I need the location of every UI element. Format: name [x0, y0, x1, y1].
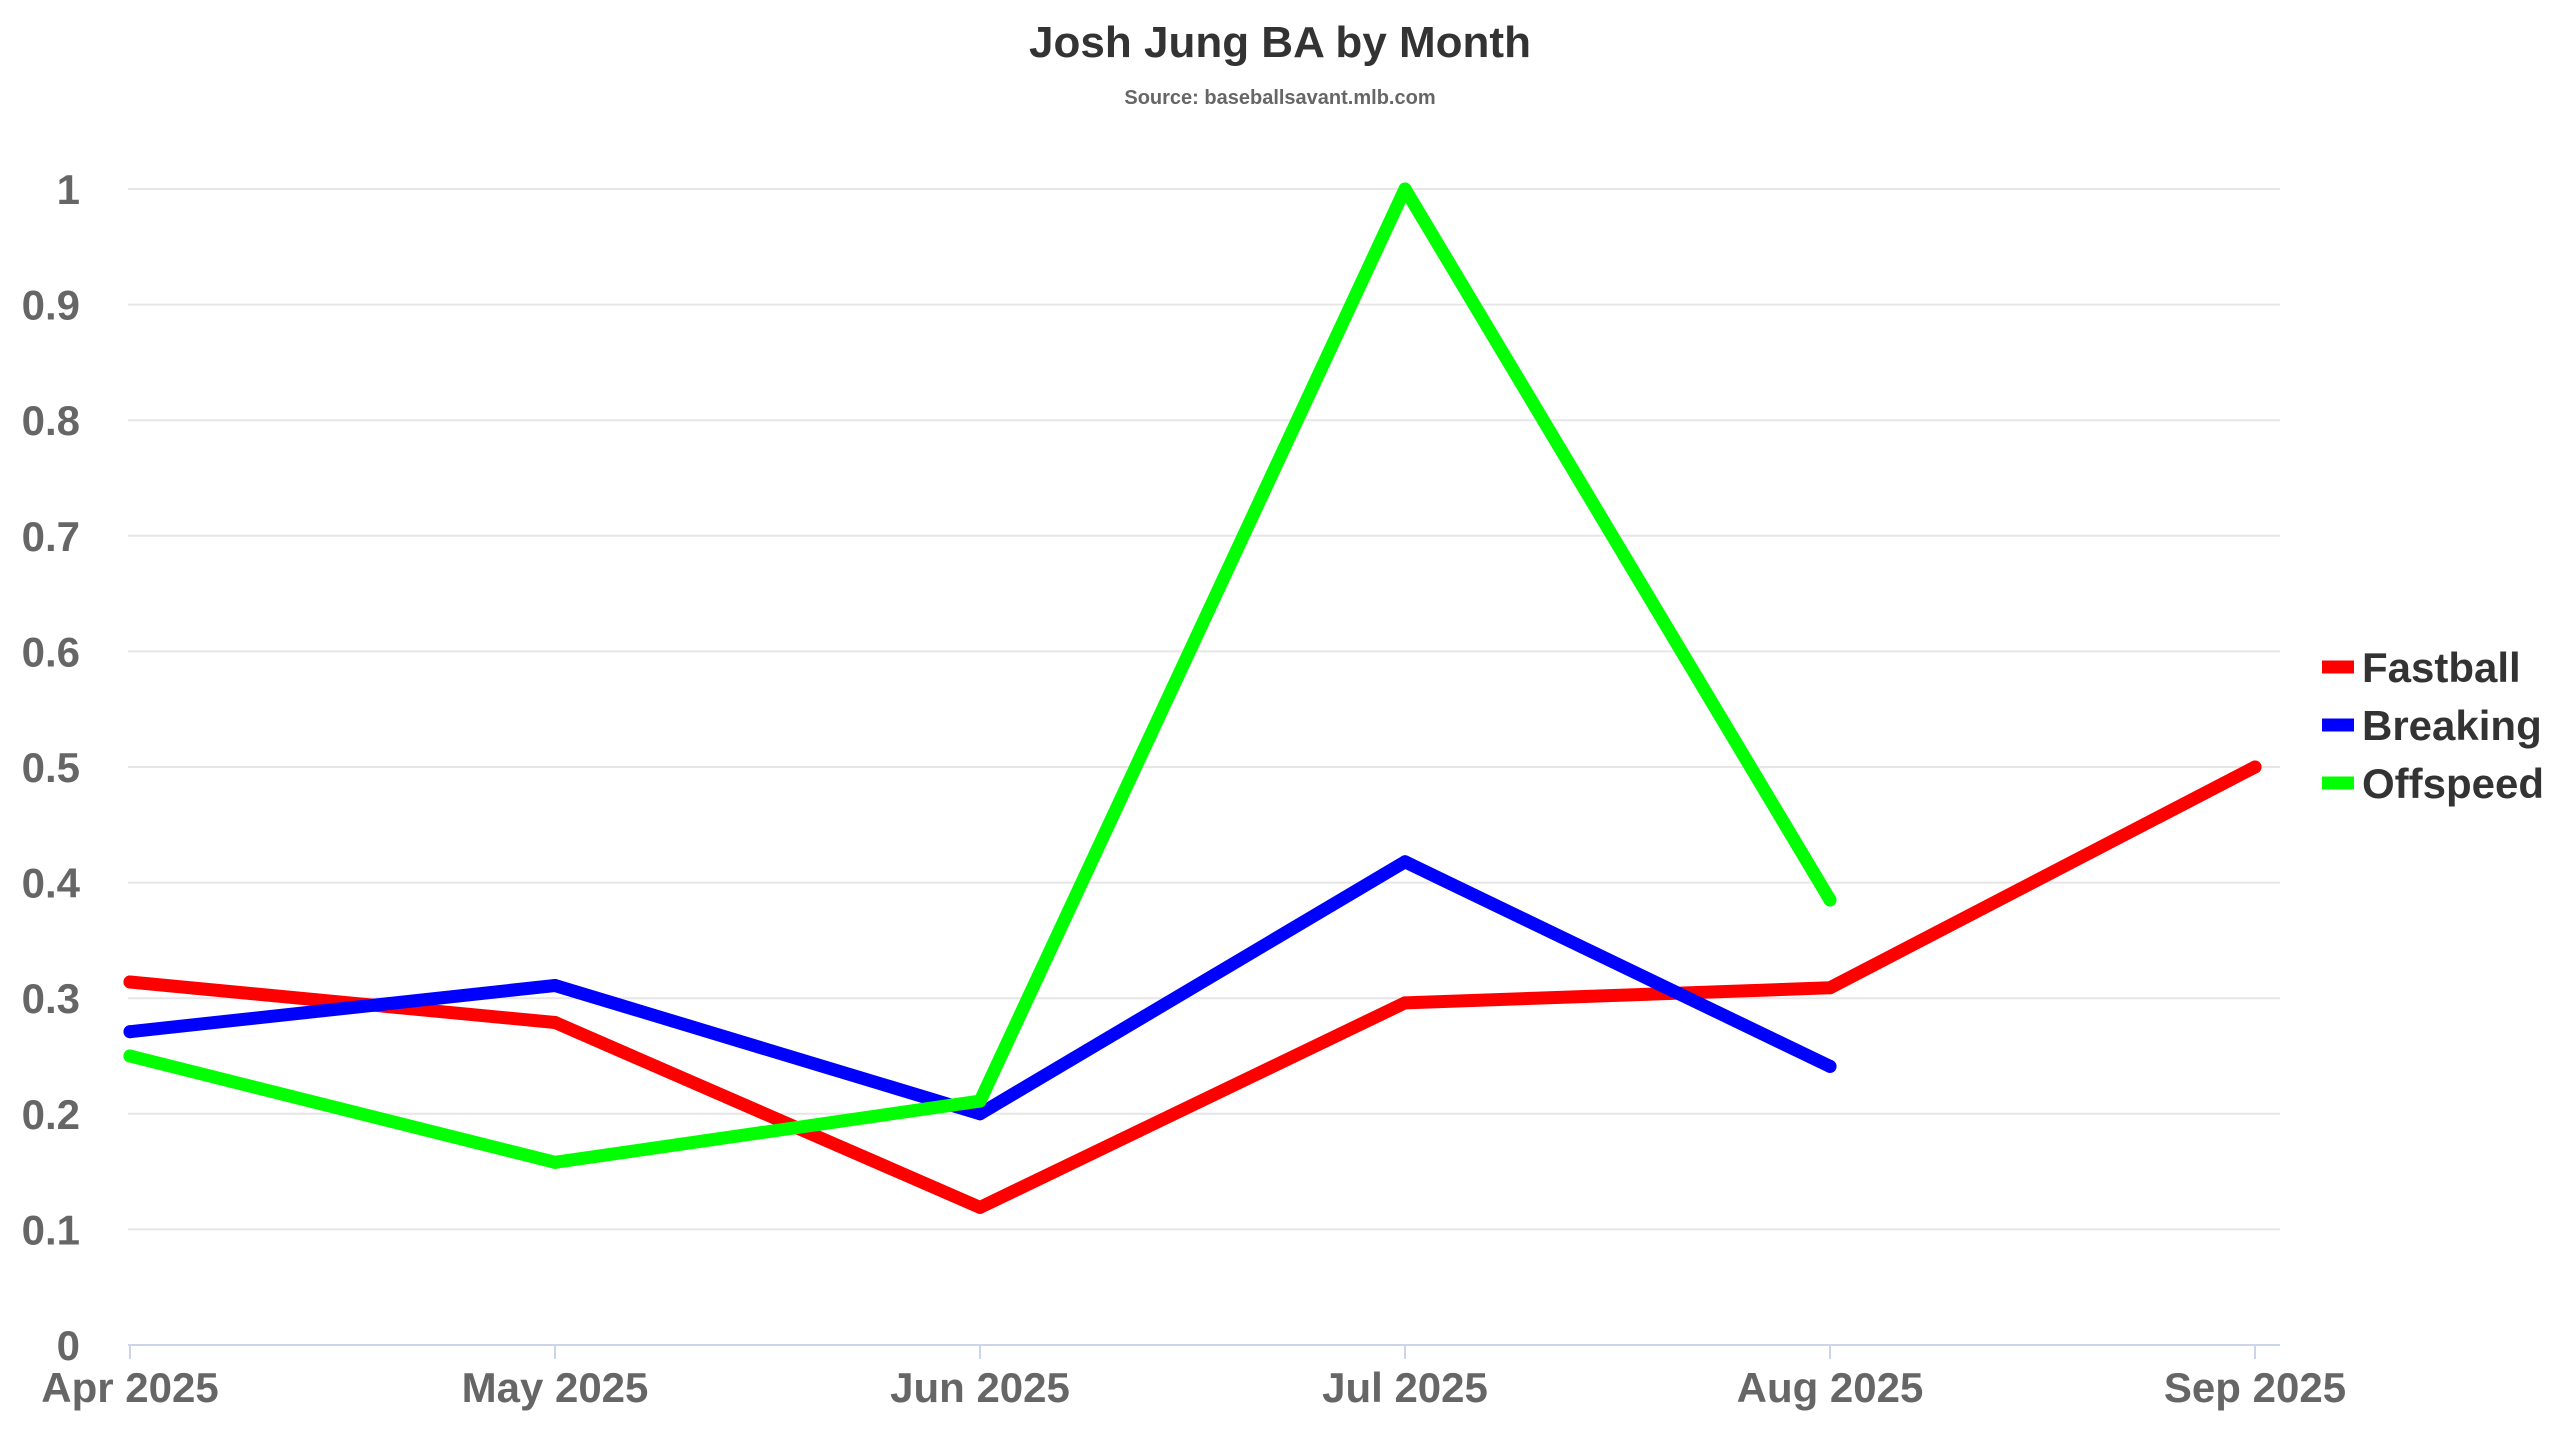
chart-subtitle: Source: baseballsavant.mlb.com	[1124, 87, 1435, 109]
data-point-fastball[interactable]	[1823, 981, 1837, 995]
y-tick-label: 0.7	[22, 513, 80, 560]
data-point-fastball[interactable]	[1398, 996, 1412, 1010]
y-tick-label: 0.8	[22, 397, 80, 444]
plot-area	[123, 182, 2262, 1214]
chart-title: Josh Jung BA by Month	[1029, 18, 1531, 67]
y-tick-label: 0.4	[22, 860, 81, 907]
legend: Fastball Breaking Offspeed	[2322, 644, 2544, 807]
data-point-fastball[interactable]	[548, 1015, 562, 1029]
data-point-fastball[interactable]	[2248, 760, 2262, 774]
data-point-breaking[interactable]	[548, 978, 562, 992]
data-point-breaking[interactable]	[1398, 855, 1412, 869]
legend-label: Breaking	[2362, 702, 2542, 749]
data-point-fastball[interactable]	[973, 1200, 987, 1214]
gridlines	[128, 188, 2280, 1231]
series-line-breaking[interactable]	[123, 855, 1837, 1121]
data-point-offspeed[interactable]	[1823, 893, 1837, 907]
series-line-offspeed[interactable]	[123, 182, 1837, 1169]
x-tick-label: Sep 2025	[2164, 1364, 2346, 1411]
data-point-breaking[interactable]	[123, 1025, 137, 1039]
data-point-offspeed[interactable]	[548, 1155, 562, 1169]
legend-item-offspeed[interactable]: Offspeed	[2322, 760, 2544, 807]
y-tick-label: 0.9	[22, 282, 80, 329]
data-point-offspeed[interactable]	[123, 1049, 137, 1063]
x-tick-label: May 2025	[462, 1364, 649, 1411]
axes: 0 0.1 0.2 0.3 0.4 0.5 0.6 0.7 0.8 0.9 1 Apr 2025 May…	[22, 166, 2346, 1411]
x-tick-label: Jun 2025	[890, 1364, 1070, 1411]
legend-item-breaking[interactable]: Breaking	[2322, 702, 2542, 749]
y-tick-label: 0.6	[22, 628, 80, 675]
y-tick-label: 0.5	[22, 744, 80, 791]
data-point-fastball[interactable]	[123, 975, 137, 989]
data-point-breaking[interactable]	[973, 1107, 987, 1121]
legend-label: Fastball	[2362, 644, 2521, 691]
x-tick-label: Aug 2025	[1737, 1364, 1924, 1411]
series-line-fastball[interactable]	[123, 760, 2262, 1214]
y-tick-label: 1	[57, 166, 80, 213]
data-point-offspeed[interactable]	[1398, 182, 1412, 196]
y-tick-label: 0.3	[22, 975, 80, 1022]
x-tick-label: Jul 2025	[1322, 1364, 1488, 1411]
y-tick-label: 0.1	[22, 1206, 80, 1253]
y-tick-label: 0.2	[22, 1091, 80, 1138]
data-point-breaking[interactable]	[1823, 1059, 1837, 1073]
y-tick-label: 0	[57, 1322, 80, 1369]
legend-item-fastball[interactable]: Fastball	[2322, 644, 2521, 691]
data-point-offspeed[interactable]	[973, 1094, 987, 1108]
legend-label: Offspeed	[2362, 760, 2544, 807]
x-tick-label: Apr 2025	[41, 1364, 218, 1411]
